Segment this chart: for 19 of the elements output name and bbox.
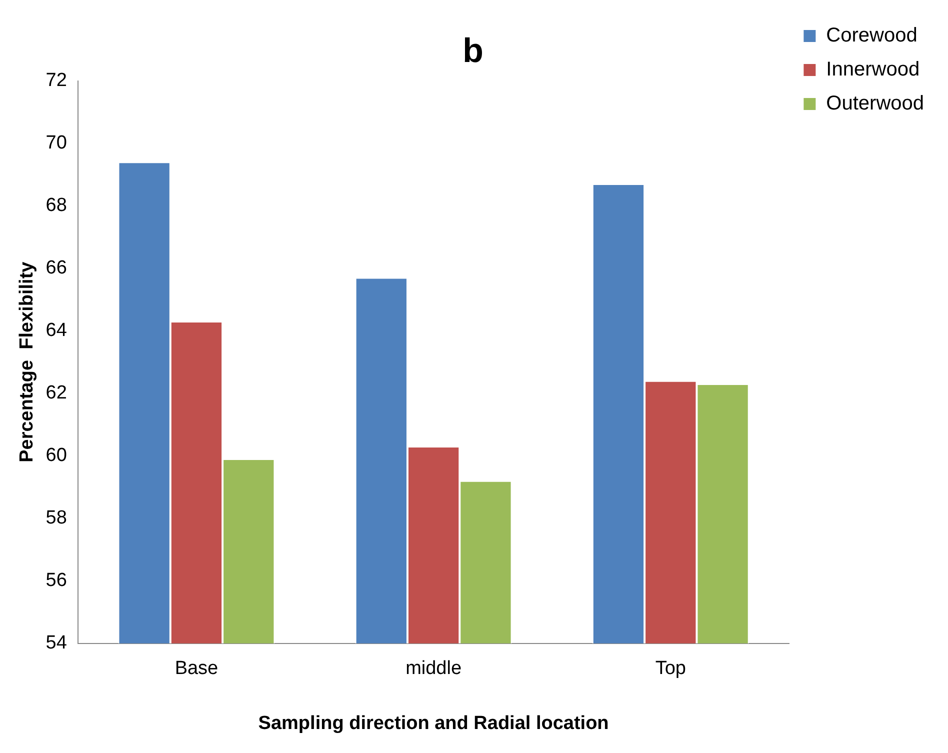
x-tick-label: Top bbox=[655, 658, 686, 680]
x-axis-title: Sampling direction and Radial location bbox=[258, 712, 609, 734]
y-tick-label: 66 bbox=[46, 258, 67, 279]
y-tick-label: 64 bbox=[46, 320, 68, 342]
chart-title: b bbox=[462, 32, 484, 70]
y-tick-label: 68 bbox=[46, 195, 67, 216]
legend-label: Outerwood bbox=[826, 92, 924, 115]
y-tick-label: 60 bbox=[46, 445, 67, 466]
legend-label: Innerwood bbox=[826, 58, 920, 81]
x-tick-label: middle bbox=[406, 658, 462, 680]
y-tick-label: 56 bbox=[46, 570, 67, 592]
x-tick-label: Base bbox=[174, 658, 218, 680]
y-tick-label: 58 bbox=[46, 508, 67, 529]
y-tick-label: 62 bbox=[46, 382, 67, 404]
y-tick-label: 70 bbox=[46, 132, 67, 154]
y-tick-label: 54 bbox=[46, 632, 68, 654]
y-tick-label: 72 bbox=[46, 70, 67, 92]
y-axis-title: Percentage Flexibility bbox=[16, 261, 38, 462]
legend-label: Corewood bbox=[826, 24, 918, 47]
